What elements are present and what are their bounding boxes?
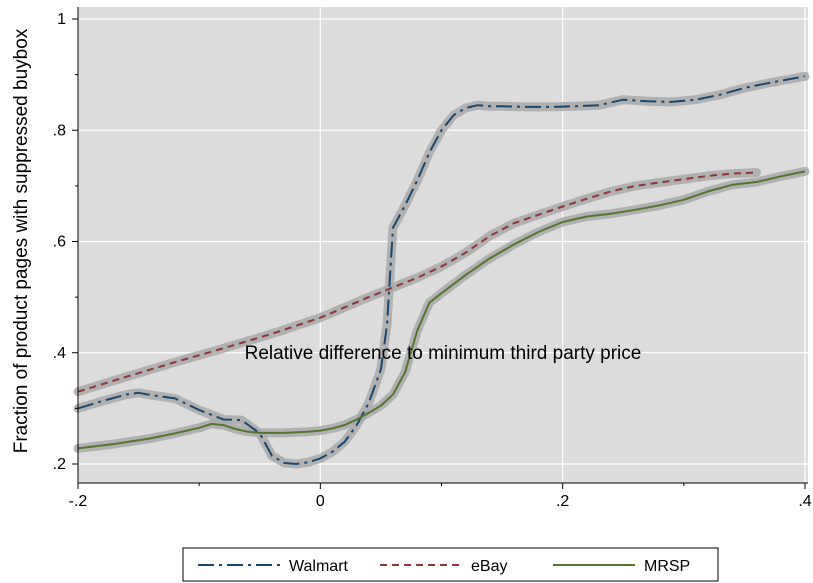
legend-label-walmart: Walmart bbox=[289, 558, 349, 575]
y-axis-label: Fraction of product pages with suppresse… bbox=[11, 28, 32, 453]
legend-label-mrsp: MRSP bbox=[644, 558, 690, 575]
series-lines bbox=[77, 75, 806, 465]
y-tick-label: .4 bbox=[53, 345, 66, 362]
x-tick-label: .4 bbox=[798, 493, 811, 510]
x-tick-label: 0 bbox=[316, 493, 325, 510]
y-tick-label: 1 bbox=[57, 11, 66, 28]
series-line-mrsp bbox=[77, 170, 806, 450]
plot-background bbox=[78, 7, 808, 483]
y-tick-label: .2 bbox=[53, 456, 66, 473]
series-line-walmart bbox=[77, 75, 806, 465]
x-axis-label: Relative difference to minimum third par… bbox=[245, 343, 642, 364]
y-tick-label: .6 bbox=[53, 234, 66, 251]
legend-label-ebay: eBay bbox=[471, 558, 507, 575]
x-tick-label: .2 bbox=[556, 493, 569, 510]
series-line-ebay bbox=[77, 171, 757, 393]
legend: Walmart eBay MRSP bbox=[182, 547, 719, 582]
y-tick-label: .8 bbox=[53, 122, 66, 139]
axes: .2 .4 .6 .8 1 -.2 0 .2 .4 bbox=[53, 7, 812, 510]
x-tick-label: -.2 bbox=[69, 493, 88, 510]
